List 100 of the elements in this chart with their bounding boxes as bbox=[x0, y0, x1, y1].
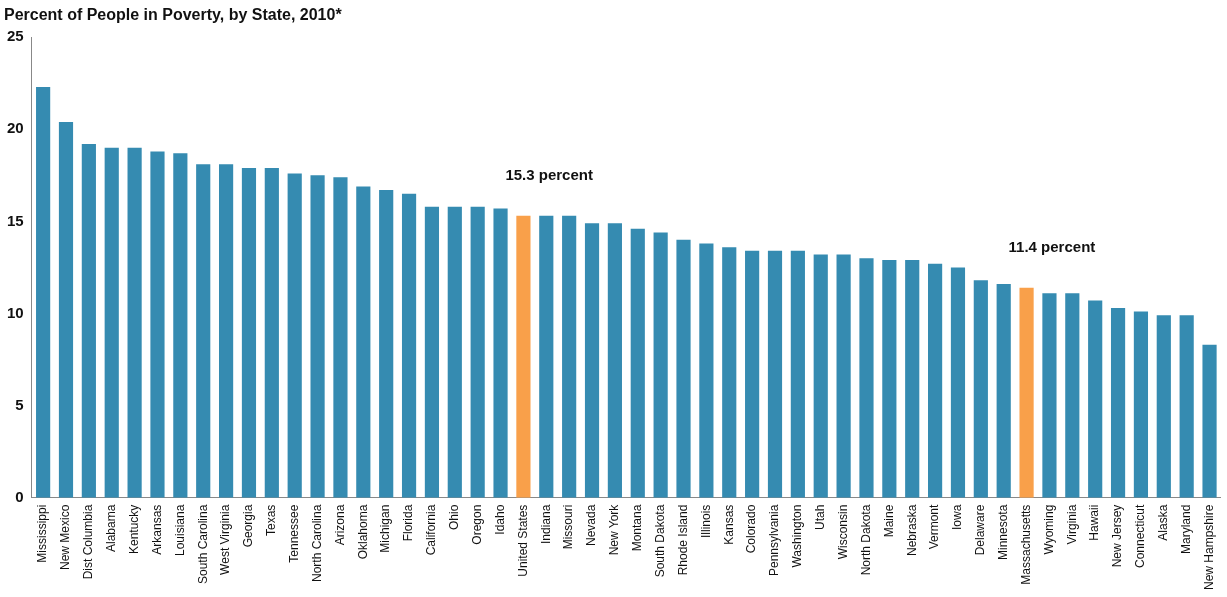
bar bbox=[493, 208, 508, 498]
bar bbox=[470, 206, 485, 498]
x-tick-label: Vermont bbox=[927, 503, 942, 550]
x-tick-label: Illinois bbox=[698, 504, 713, 538]
bar bbox=[722, 247, 737, 498]
x-tick-label: Nevada bbox=[584, 504, 599, 547]
annotation: 11.4 percent bbox=[1008, 238, 1096, 256]
x-tick-label: Ohio bbox=[447, 504, 462, 530]
x-tick-label: Oklahoma bbox=[355, 504, 370, 560]
y-tick-label: 10 bbox=[7, 303, 24, 321]
x-tick-label: North Carolina bbox=[309, 504, 324, 583]
x-tick-label: Iowa bbox=[950, 504, 965, 530]
bar bbox=[333, 177, 348, 498]
x-tick-label: Mississippi bbox=[35, 504, 50, 563]
y-tick-label: 25 bbox=[7, 27, 24, 45]
x-tick-label: Montana bbox=[630, 504, 645, 552]
bar bbox=[1156, 315, 1171, 498]
x-tick-label: Indiana bbox=[538, 504, 553, 545]
x-tick-label: New Hampshire bbox=[1201, 504, 1216, 590]
bar bbox=[1179, 315, 1194, 498]
x-tick-label: Hawaii bbox=[1087, 504, 1102, 541]
bar bbox=[882, 260, 897, 498]
x-tick-label: Virginia bbox=[1064, 504, 1079, 545]
bar bbox=[836, 254, 851, 498]
x-tick-label: Louisiana bbox=[172, 504, 187, 557]
x-tick-label: New Jersey bbox=[1110, 504, 1125, 568]
x-tick-label: Maine bbox=[881, 504, 896, 538]
x-tick-label: United States bbox=[515, 504, 530, 577]
x-tick-label: Pennsylvania bbox=[767, 504, 782, 577]
x-tick-label: Dist Columbia bbox=[81, 504, 96, 580]
x-tick-label: West Virginia bbox=[218, 504, 233, 575]
bar bbox=[379, 190, 394, 498]
bar bbox=[630, 228, 645, 498]
bar bbox=[81, 144, 96, 498]
x-tick-label: Nebraska bbox=[904, 504, 919, 556]
bar bbox=[607, 223, 622, 498]
x-tick-label: Idaho bbox=[492, 504, 507, 535]
x-tick-label: Texas bbox=[264, 504, 279, 536]
x-tick-label: Kansas bbox=[721, 504, 736, 545]
x-tick-label: Alaska bbox=[1156, 504, 1171, 541]
x-tick-label: Wisconsin bbox=[835, 504, 850, 560]
bar bbox=[584, 223, 600, 498]
x-tick-label: New York bbox=[607, 503, 622, 556]
x-tick-label: Maryland bbox=[1178, 504, 1193, 554]
bar bbox=[1110, 307, 1126, 498]
x-tick-label: Oregon bbox=[469, 504, 484, 545]
x-tick-label: Massachusetts bbox=[1018, 504, 1033, 585]
x-tick-label: California bbox=[424, 504, 439, 556]
y-tick-label: 0 bbox=[15, 487, 24, 505]
x-tick-label: Alabama bbox=[104, 504, 119, 553]
bar bbox=[104, 147, 119, 498]
bar bbox=[928, 263, 943, 498]
y-tick-label: 20 bbox=[7, 119, 24, 137]
bar bbox=[1065, 293, 1080, 498]
chart-title: Percent of People in Poverty, by State, 2010* bbox=[4, 6, 343, 24]
bar bbox=[58, 121, 74, 498]
bar bbox=[356, 186, 371, 498]
x-tick-label: Missouri bbox=[561, 504, 576, 550]
bar bbox=[905, 260, 920, 498]
bar bbox=[996, 284, 1011, 498]
x-tick-label: Arkansas bbox=[149, 504, 164, 555]
bar bbox=[36, 86, 51, 498]
bar bbox=[127, 147, 142, 498]
x-tick-label: Washington bbox=[790, 504, 805, 568]
bar bbox=[150, 151, 165, 498]
x-tick-label: Arizona bbox=[332, 504, 347, 546]
x-tick-label: Delaware bbox=[973, 504, 988, 556]
bar bbox=[973, 280, 988, 498]
bar bbox=[950, 267, 966, 498]
bar bbox=[676, 239, 691, 498]
x-tick-label: New Mexico bbox=[58, 504, 73, 570]
x-tick-label: Utah bbox=[813, 504, 828, 530]
x-tick-label: Florida bbox=[401, 504, 416, 542]
annotation: 15.3 percent bbox=[505, 166, 593, 184]
y-tick-label: 15 bbox=[7, 211, 24, 229]
x-tick-label: South Dakota bbox=[652, 504, 667, 578]
bar bbox=[539, 215, 554, 498]
x-tick-label: Connecticut bbox=[1133, 503, 1148, 569]
bar bbox=[767, 250, 783, 498]
bar bbox=[813, 254, 828, 498]
bar bbox=[745, 250, 760, 498]
y-tick-label: 5 bbox=[15, 395, 24, 413]
bar bbox=[790, 250, 805, 498]
bar bbox=[173, 153, 188, 498]
bar bbox=[653, 232, 668, 498]
bar bbox=[401, 193, 417, 498]
x-tick-label: South Carolina bbox=[195, 504, 210, 585]
bar bbox=[1042, 293, 1057, 498]
bar bbox=[859, 258, 874, 498]
bar bbox=[287, 173, 302, 498]
bar bbox=[219, 164, 234, 498]
bar bbox=[196, 164, 211, 498]
bar bbox=[1202, 344, 1217, 498]
bar bbox=[699, 243, 714, 498]
bar bbox=[264, 167, 279, 498]
bar bbox=[447, 206, 462, 498]
x-tick-label: Tennessee bbox=[287, 504, 302, 563]
bar bbox=[1019, 287, 1034, 498]
bar bbox=[424, 206, 440, 498]
x-tick-label: Rhode Island bbox=[675, 504, 690, 576]
